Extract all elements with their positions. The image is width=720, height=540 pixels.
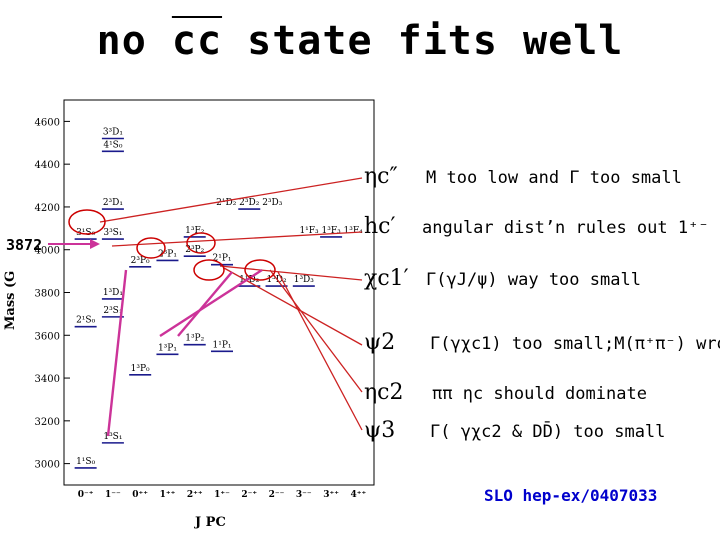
row-chic1-prime: χc1′ Γ(γJ/ψ) way too small <box>350 266 710 296</box>
y-tick-label: 3000 <box>35 460 60 471</box>
level-label: 2¹D₂ 2³D₂ 2³D₃ <box>216 198 283 208</box>
title-prefix: no <box>96 18 172 64</box>
y-tick-label: 3400 <box>35 374 60 385</box>
level-label: 3³S₁ <box>103 228 122 238</box>
row-psi3: ψ3 Γ( γχc2 & DD̄) too small <box>350 418 710 448</box>
highlight-ellipse-2P2 <box>186 232 216 254</box>
level-label: 1³S₁ <box>103 432 122 442</box>
title-suffix: state fits well <box>222 18 624 64</box>
link-line <box>219 265 363 281</box>
y-axis-label: Mass (G <box>3 271 18 330</box>
state-label: χc1′ <box>364 266 409 291</box>
level-label: 1³D₃ <box>294 275 315 285</box>
level-label: 4¹S₀ <box>103 140 122 150</box>
reason-text: Γ(γJ/ψ) way too small <box>426 270 641 290</box>
level-label: 3³D₁ <box>103 128 123 138</box>
x-tick-label: 4⁺⁺ <box>350 490 366 500</box>
level-label: 1³F₂ <box>185 226 205 236</box>
level-label: 1³D₁ <box>103 288 123 298</box>
row-etac2: ηc2 ππ ηc should dominate <box>350 380 710 410</box>
level-label: 1¹F₃ 1³F₃ 1³F₄ <box>299 226 363 236</box>
highlight-ellipse-1D3 <box>244 259 276 281</box>
level-label: 2³P₀ <box>131 256 150 266</box>
level-label: 2³S₁ <box>103 306 122 316</box>
y-tick-label: 3200 <box>35 417 60 428</box>
slide-title: no cc state fits well <box>0 18 720 64</box>
state-label: ψ2 <box>364 330 396 355</box>
reason-text: angular dist’n rules out 1⁺⁻ <box>422 218 709 238</box>
y-axis: 3000 3200 3400 3600 3800 4000 4200 4400 4600 <box>35 117 70 471</box>
level-label: 1¹S₀ <box>76 457 95 467</box>
x-tick-label: 2⁺⁺ <box>187 490 203 500</box>
reason-text: Γ( γχc2 & DD̄) too small <box>430 422 666 442</box>
level-label: 1¹D₂ <box>239 275 260 285</box>
marker-3872-arrowhead <box>90 239 100 249</box>
highlight-ellipse-3S <box>68 209 106 235</box>
x-tick-label: 1⁻⁻ <box>105 490 121 500</box>
y-tick-label: 4200 <box>35 203 60 214</box>
x-tick-label: 2⁻⁻ <box>269 490 285 500</box>
x-axis-label: J PC <box>194 515 226 530</box>
highlight-ellipse-1D2 <box>193 259 225 281</box>
reason-text: ππ ηc should dominate <box>432 384 647 404</box>
y-tick-label: 3800 <box>35 289 60 300</box>
y-tick-label: 4000 <box>35 246 60 257</box>
link-line <box>277 271 363 431</box>
link-line <box>99 177 363 223</box>
row-etac-double-prime: ηc″ M too low and Γ too small <box>350 164 710 194</box>
x-tick-label: 1⁺⁺ <box>160 490 176 500</box>
marker-3872-label: 3872 <box>6 236 43 254</box>
x-tick-label: 3⁻⁻ <box>296 490 312 500</box>
reason-text: M too low and Γ too small <box>426 168 682 188</box>
level-label: 2³D₁ <box>103 198 123 208</box>
level-label: 2³P₁ <box>158 249 177 259</box>
link-line <box>269 269 363 393</box>
level-label: 1³P₀ <box>131 364 150 374</box>
state-label: ηc2 <box>364 380 404 405</box>
x-tick-label: 2⁻⁺ <box>241 490 257 500</box>
state-label: ηc″ <box>364 164 398 189</box>
row-hc-prime: hc′ angular dist’n rules out 1⁺⁻ <box>350 214 710 244</box>
y-tick-label: 3600 <box>35 331 60 342</box>
level-label: 1¹P₁ <box>213 340 232 350</box>
x-tick-label: 0⁺⁺ <box>132 490 148 500</box>
x-tick-label: 3⁺⁺ <box>323 490 339 500</box>
decay-arrow <box>159 268 263 338</box>
levels-group: 3³D₁ 4¹S₀ 2³D₁ 2¹D₂ 2³D₂ 2³D₃ 3¹S₀ 3³S₁ 1³F₂ 1¹… <box>74 128 363 469</box>
arrows-group <box>99 177 363 437</box>
level-label: 2³P₂ <box>185 245 204 255</box>
x-axis: 0⁻⁺ 1⁻⁻ 0⁺⁺ 1⁺⁺ 2⁺⁺ 1⁺⁻ 2⁻⁺ 2⁻⁻ 3⁻⁻ 3⁺⁺ 4⁺⁺ <box>78 490 367 500</box>
level-label: 1³P₂ <box>185 334 204 344</box>
highlight-ellipse-2P1 <box>136 237 166 259</box>
level-label: 1³P₁ <box>158 343 177 353</box>
level-label: 1³D₂ <box>266 275 287 285</box>
y-tick-label: 4600 <box>35 117 60 128</box>
reason-text: Γ(γχc1) too small;M(π⁺π⁻) wrong <box>430 334 720 354</box>
title-cc: cc <box>171 18 223 64</box>
x-tick-label: 1⁺⁻ <box>214 490 230 500</box>
level-label: 3¹S₀ <box>76 228 95 238</box>
row-psi2: ψ2 Γ(γχc1) too small;M(π⁺π⁻) wrong <box>350 330 720 360</box>
state-label: hc′ <box>364 214 396 239</box>
link-line <box>111 231 363 247</box>
x-tick-label: 0⁻⁺ <box>78 490 94 500</box>
decay-arrow <box>106 269 128 437</box>
y-tick-label: 4400 <box>35 160 60 171</box>
level-label: 2¹S₀ <box>76 316 95 326</box>
level-label: 2¹P₁ <box>213 254 232 264</box>
decay-arrow <box>177 271 233 337</box>
state-label: ψ3 <box>364 418 396 443</box>
reference-citation: SLO hep-ex/0407033 <box>484 486 658 505</box>
